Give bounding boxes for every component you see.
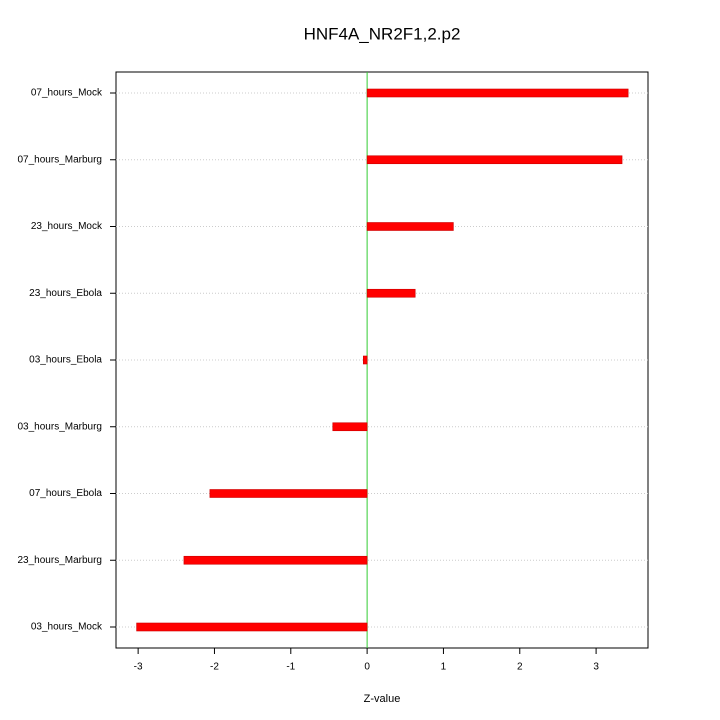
y-tick-label: 03_hours_Mock bbox=[31, 622, 103, 633]
y-tick-label: 03_hours_Ebola bbox=[29, 355, 102, 366]
bar bbox=[366, 88, 629, 98]
x-tick-label: -2 bbox=[210, 662, 219, 673]
x-tick-label: 0 bbox=[364, 662, 370, 673]
bar bbox=[366, 288, 416, 298]
y-tick-label: 23_hours_Marburg bbox=[18, 555, 103, 566]
bar bbox=[183, 555, 368, 565]
x-tick-label: -3 bbox=[134, 662, 143, 673]
bar bbox=[136, 622, 368, 632]
x-tick-label: 1 bbox=[441, 662, 447, 673]
bar bbox=[362, 355, 368, 365]
y-tick-label: 07_hours_Mock bbox=[31, 88, 103, 99]
bar bbox=[332, 422, 368, 432]
y-tick-label: 23_hours_Ebola bbox=[29, 288, 102, 299]
chart-title: HNF4A_NR2F1,2.p2 bbox=[304, 24, 461, 43]
x-tick-label: 2 bbox=[517, 662, 523, 673]
x-tick-label: -1 bbox=[286, 662, 295, 673]
x-axis-title: Z-value bbox=[364, 693, 401, 705]
y-tick-label: 23_hours_Mock bbox=[31, 221, 103, 232]
bar bbox=[366, 222, 454, 231]
x-tick-label: 3 bbox=[593, 662, 599, 673]
y-tick-label: 07_hours_Marburg bbox=[18, 154, 103, 165]
y-tick-label: 03_hours_Marburg bbox=[18, 421, 103, 432]
bar bbox=[209, 489, 368, 498]
y-tick-label: 07_hours_Ebola bbox=[29, 488, 102, 499]
bar bbox=[366, 155, 623, 165]
